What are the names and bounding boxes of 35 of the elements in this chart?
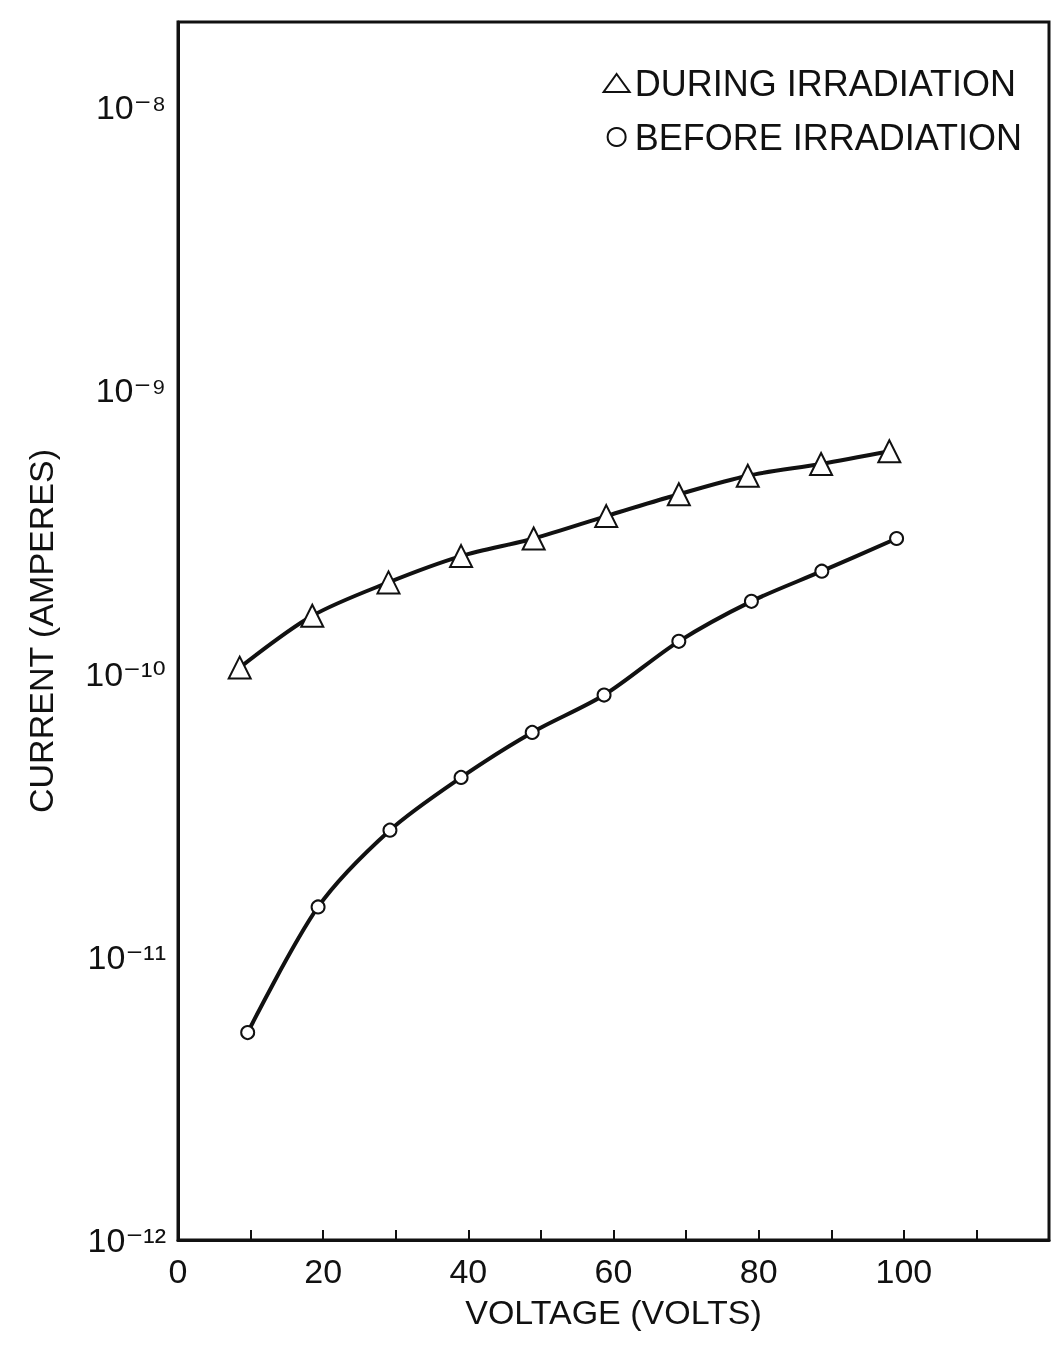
point [814, 563, 830, 579]
x-tick-label: 20 [304, 1252, 343, 1290]
point [889, 531, 905, 547]
x-axis-title: VOLTAGE (VOLTS) [465, 1293, 762, 1331]
point [382, 822, 398, 838]
y-tick-label: 10⁻¹¹ [87, 937, 166, 976]
legend-label: DURING IRRADIATION [634, 62, 1016, 104]
legend-label: BEFORE IRRADIATION [634, 116, 1023, 158]
point [310, 899, 326, 915]
y-axis-title: CURRENT (AMPERES) [22, 449, 60, 813]
point [227, 655, 252, 680]
point [596, 687, 612, 703]
point [453, 769, 469, 785]
point [524, 724, 540, 740]
x-tick-label: 40 [449, 1252, 488, 1290]
point [376, 570, 401, 595]
x-tick-label: 80 [739, 1252, 778, 1290]
y-tick-label: 10⁻⁸ [95, 88, 166, 127]
point [877, 439, 902, 464]
point [300, 603, 325, 628]
point [743, 593, 759, 609]
y-tick-label: 10⁻¹² [87, 1221, 166, 1259]
point [594, 504, 619, 529]
point [735, 463, 760, 488]
x-tick-label: 100 [875, 1252, 933, 1290]
point [666, 482, 691, 507]
point [449, 544, 474, 569]
x-tick-label: 0 [168, 1252, 188, 1290]
point [521, 526, 546, 551]
point [671, 633, 687, 649]
point [809, 451, 834, 476]
x-tick-label: 60 [594, 1252, 633, 1290]
y-tick-label: 10⁻¹⁰ [85, 654, 166, 693]
point [240, 1025, 256, 1041]
y-tick-label: 10⁻⁹ [95, 371, 166, 410]
